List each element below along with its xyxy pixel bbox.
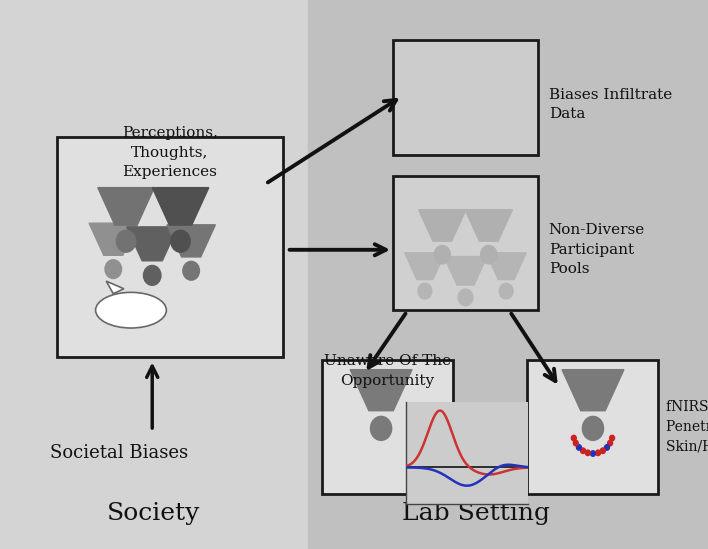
Polygon shape [465,210,513,241]
Ellipse shape [499,283,513,299]
Text: Society: Society [108,502,200,525]
Text: Biases Infiltrate
Data: Biases Infiltrate Data [549,87,672,121]
Ellipse shape [171,230,190,252]
Text: fNIRS Does Not
Penetrate Dark
Skin/Hair Well: fNIRS Does Not Penetrate Dark Skin/Hair … [666,400,708,453]
Ellipse shape [573,440,578,446]
Text: Unaware Of The
Opportunity: Unaware Of The Opportunity [324,354,451,388]
Ellipse shape [434,245,450,264]
Ellipse shape [116,230,136,252]
Polygon shape [98,188,154,225]
Polygon shape [106,281,124,294]
Bar [308,0,708,549]
Ellipse shape [586,450,590,456]
Ellipse shape [96,292,166,328]
Text: Societal Biases: Societal Biases [50,444,188,462]
Bar [0,0,308,549]
Text: Perceptions,
Thoughts,
Experiences: Perceptions, Thoughts, Experiences [122,126,218,180]
Text: Non-Diverse
Participant
Pools: Non-Diverse Participant Pools [549,223,645,276]
Bar [393,40,538,155]
Polygon shape [418,210,466,241]
Text: ?: ? [408,442,426,471]
Ellipse shape [458,289,473,306]
Polygon shape [405,253,445,279]
Polygon shape [562,369,624,411]
Polygon shape [152,188,209,225]
Ellipse shape [418,283,432,299]
Bar [393,176,538,310]
Polygon shape [127,227,178,261]
Ellipse shape [610,435,615,441]
Ellipse shape [576,445,581,450]
Ellipse shape [481,245,497,264]
Polygon shape [167,225,215,257]
Ellipse shape [583,416,603,440]
Ellipse shape [571,435,576,441]
Ellipse shape [105,260,122,278]
Bar [527,360,658,494]
Ellipse shape [590,451,595,456]
Ellipse shape [605,445,610,450]
Bar [57,137,283,357]
Ellipse shape [144,266,161,285]
Polygon shape [350,369,412,411]
Ellipse shape [183,261,200,280]
Polygon shape [486,253,526,279]
Polygon shape [89,223,137,255]
Polygon shape [444,256,487,285]
Bar [322,360,453,494]
Ellipse shape [581,448,586,453]
Ellipse shape [600,448,605,453]
Text: Lab Setting: Lab Setting [402,502,550,525]
Ellipse shape [607,440,612,446]
Ellipse shape [370,416,392,440]
Ellipse shape [595,450,600,456]
